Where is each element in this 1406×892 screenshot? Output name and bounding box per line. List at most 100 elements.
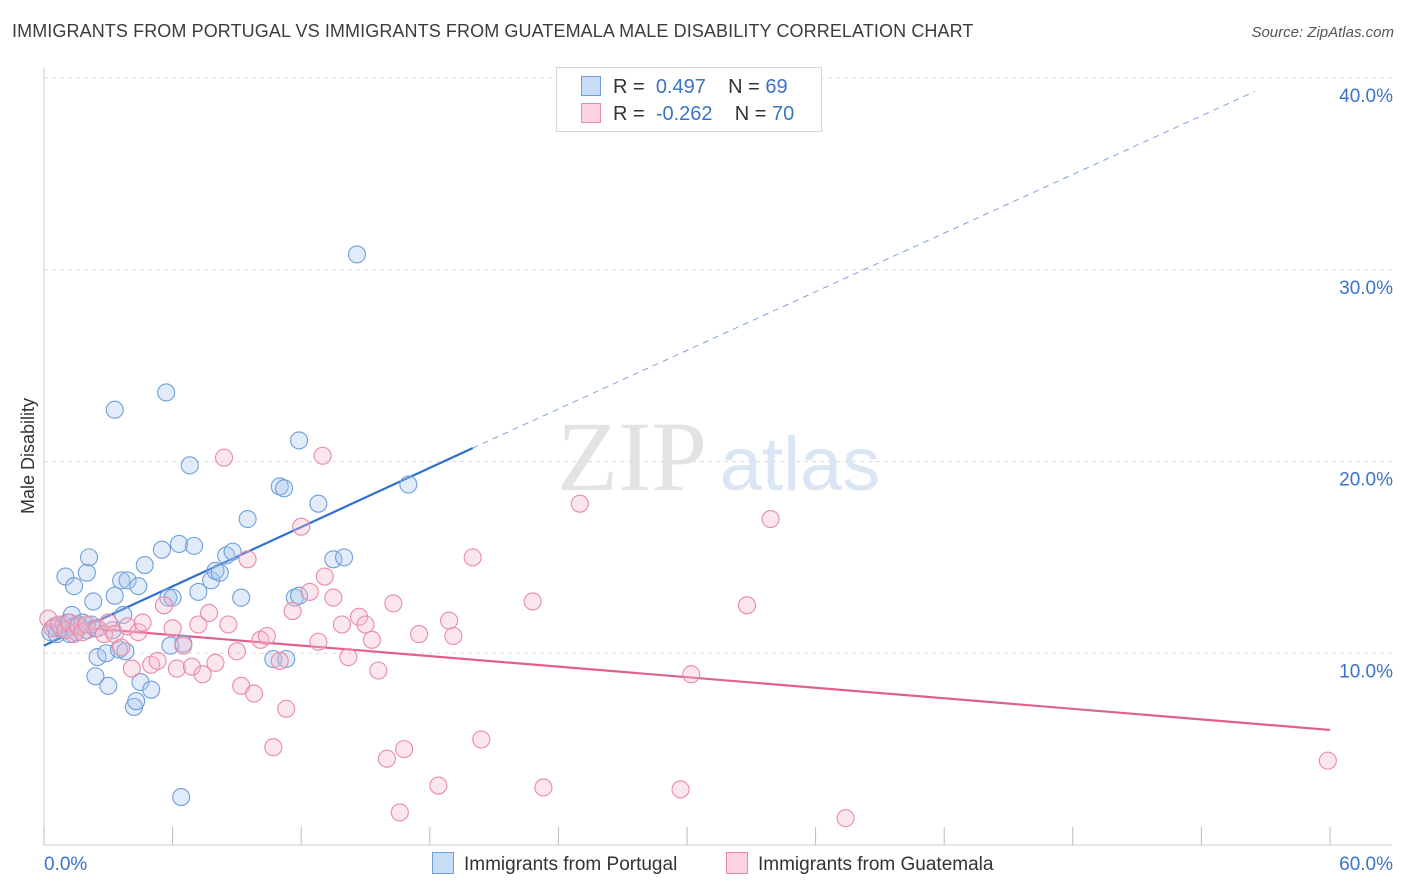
legend-r-value: -0.262 (655, 103, 713, 125)
legend-n-label: N = (728, 76, 760, 98)
portugal-point (275, 479, 294, 498)
portugal-point (157, 383, 176, 402)
guatemala-point (737, 596, 757, 615)
guatemala-point (761, 509, 780, 529)
y-tick-label: 20.0% (1339, 470, 1393, 491)
portugal-point (335, 548, 354, 567)
portugal-trend-extension (472, 90, 1256, 449)
axis-layer (43, 68, 1392, 846)
bottom-legend-label: Immigrants from Guatemala (758, 854, 994, 875)
y-tick-label: 40.0% (1339, 86, 1393, 107)
guatemala-point (410, 625, 429, 644)
guatemala-point (77, 615, 96, 634)
y-axis-title: Male Disability (18, 398, 38, 514)
portugal-point (290, 586, 309, 605)
guatemala-point (118, 617, 137, 636)
legend-r-label: R = (613, 103, 645, 125)
guatemala-point (129, 623, 148, 642)
portugal-point (135, 555, 154, 575)
portugal-point (180, 456, 199, 475)
portugal-point (189, 582, 208, 601)
guatemala-point (99, 613, 118, 632)
guatemala-point (534, 778, 553, 797)
y-tick-label: 10.0% (1339, 661, 1393, 682)
guatemala-point (356, 615, 375, 634)
grid-layer (44, 77, 1392, 654)
portugal-point (152, 540, 171, 559)
guatemala-point (332, 615, 351, 634)
bottom-legend-guatemala: Immigrants from Guatemala (726, 852, 993, 876)
portugal-point (114, 605, 133, 624)
portugal-point (64, 577, 84, 596)
portugal-point (77, 563, 96, 582)
portugal-point (118, 571, 137, 590)
guatemala-point (219, 615, 238, 634)
label-layer: 10.0% 20.0% 30.0% 40.0% 0.0% 60.0% Male Disabi… (18, 86, 1393, 875)
x-tick-label: 60.0% (1339, 854, 1393, 875)
guatemala-point (133, 613, 152, 632)
guatemala-point (395, 740, 414, 759)
source-label: Source: ZipAtlas.com (1251, 24, 1394, 41)
guatemala-point (444, 626, 463, 646)
guatemala-point (292, 517, 311, 536)
legend-row-guatemala: R = -0.262 N = 70 (581, 103, 794, 129)
guatemala-point (154, 596, 174, 615)
guatemala-point (199, 603, 219, 623)
watermark: ZIP atlas (557, 401, 880, 512)
guatemala-point (238, 550, 257, 569)
bottom-legend-swatch-portugal (432, 852, 454, 874)
legend-r-label: R = (613, 76, 645, 98)
guatemala-point (472, 730, 491, 749)
portugal-point (142, 680, 161, 699)
guatemala-point (429, 776, 448, 795)
portugal-point (238, 509, 257, 529)
guatemala-point (570, 494, 589, 513)
portugal-point (223, 542, 242, 561)
portugal-point (105, 400, 124, 419)
chart-title: IMMIGRANTS FROM PORTUGAL VS IMMIGRANTS F… (12, 21, 974, 41)
guatemala-point (369, 661, 388, 680)
guatemala-point (390, 803, 409, 822)
guatemala-point (283, 602, 302, 621)
legend-swatch-guatemala (581, 103, 601, 123)
portugal-point (105, 586, 124, 605)
guatemala-point (463, 548, 482, 567)
bottom-legend-portugal: Immigrants from Portugal (432, 852, 677, 876)
portugal-point (290, 431, 309, 450)
portugal-point (172, 788, 191, 807)
legend-r-value: 0.497 (655, 76, 706, 98)
guatemala-point (440, 611, 459, 630)
guatemala-point (193, 665, 212, 684)
portugal-point (277, 649, 296, 669)
guatemala-point (836, 809, 855, 828)
guatemala-point (309, 632, 328, 651)
guatemala-point (682, 665, 701, 684)
guatemala-point (122, 659, 141, 678)
guatemala-point (315, 567, 334, 586)
bottom-legend-label: Immigrants from Portugal (464, 854, 678, 875)
guatemala-point (1318, 751, 1337, 770)
portugal-point (86, 667, 105, 686)
bottom-legend-swatch-guatemala (726, 852, 748, 874)
guatemala-point (112, 638, 131, 657)
portugal-point (347, 245, 366, 264)
guatemala-point (94, 625, 114, 644)
guatemala-point (264, 738, 283, 757)
legend-swatch-portugal (581, 76, 601, 96)
portugal-point (399, 475, 418, 494)
legend-n-value: 69 (765, 76, 788, 98)
guatemala-point (167, 659, 186, 678)
portugal-point (127, 692, 146, 711)
legend-n-label: N = (734, 103, 767, 125)
legend-row-portugal: R = 0.497 N = 69 (581, 76, 788, 102)
guatemala-point (313, 446, 332, 465)
guatemala-point (244, 684, 264, 703)
guatemala-point (148, 651, 167, 670)
guatemala-point (214, 448, 234, 467)
watermark-atlas: atlas (720, 422, 881, 507)
portugal-point (129, 577, 148, 596)
guatemala-point (270, 651, 289, 670)
guatemala-trend-line (43, 623, 1331, 732)
portugal-point (210, 563, 229, 582)
